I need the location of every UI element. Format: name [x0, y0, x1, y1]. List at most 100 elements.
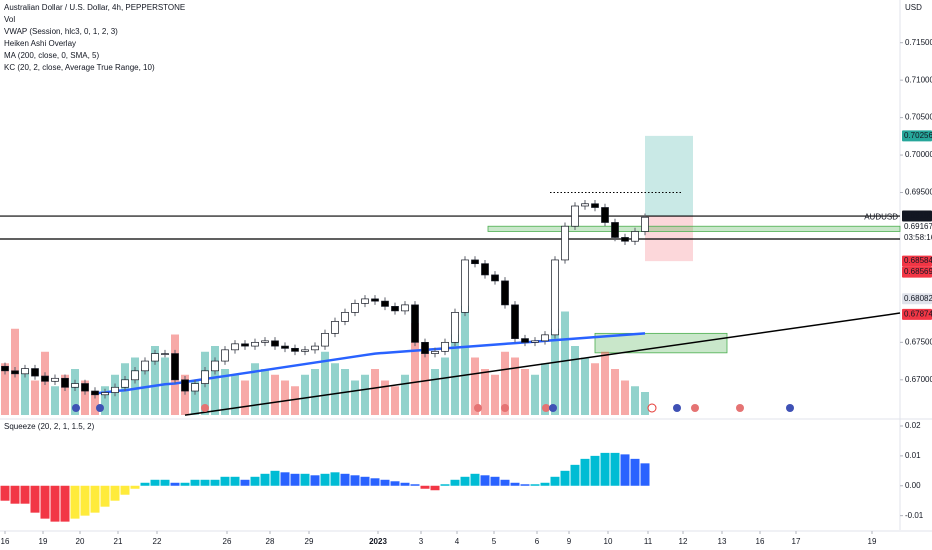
candle-body: [381, 300, 389, 307]
volume-bar: [81, 380, 89, 415]
squeeze-bar: [20, 485, 30, 504]
candle-body: [371, 298, 379, 302]
y-tick-label: 0.67500: [905, 337, 932, 346]
volume-bar: [351, 380, 359, 415]
candle-body: [341, 312, 349, 322]
candle-body: [281, 345, 289, 349]
candle-body: [511, 304, 519, 339]
event-icon: [673, 404, 681, 412]
legend-item: Vol: [4, 15, 15, 24]
candle-body: [581, 203, 589, 207]
event-icon: [72, 404, 80, 412]
squeeze-bar: [560, 470, 570, 486]
squeeze-y-tick-label: 0.02: [905, 421, 921, 430]
plot: 0.71500 0.71000 0.70500 0.70000 0.69500 0.675…: [0, 38, 932, 546]
squeeze-bar: [220, 476, 230, 486]
y-tick-label: 0.67000: [905, 375, 932, 384]
squeeze-bar: [530, 484, 540, 486]
volume-bar: [151, 346, 159, 415]
event-icon: [549, 404, 557, 412]
squeeze-bar: [150, 479, 160, 486]
candle-body: [541, 334, 549, 342]
candle-body: [391, 306, 399, 312]
squeeze-bar: [580, 458, 590, 486]
candle-body: [501, 280, 509, 306]
x-tick-label: 6: [535, 537, 540, 546]
volume-bar: [231, 374, 239, 415]
candle-body: [401, 304, 409, 312]
x-tick-label: 19: [39, 537, 48, 546]
candle-body: [621, 237, 629, 242]
x-tick-label: 3: [419, 537, 424, 546]
squeeze-y-tick-label: 0.01: [905, 451, 921, 460]
squeeze-bar: [210, 479, 220, 486]
candle-body: [11, 370, 19, 375]
volume-bar: [321, 351, 329, 415]
volume-bar: [141, 369, 149, 415]
volume-bar: [411, 323, 419, 415]
candle-body: [481, 263, 489, 276]
candle-body: [291, 347, 299, 352]
squeeze-bar: [430, 485, 440, 491]
price-label-box: [902, 266, 932, 278]
candle-body: [221, 349, 229, 362]
squeeze-bar: [400, 482, 410, 486]
candle-body: [441, 341, 449, 352]
volume-bar: [1, 363, 9, 415]
squeeze-bar: [360, 476, 370, 486]
candle-body: [271, 340, 279, 347]
volume-bar: [51, 386, 59, 415]
volume-bar: [611, 369, 619, 415]
price-label-box: [902, 293, 932, 305]
x-tick-label: 5: [492, 537, 497, 546]
volume-bar: [361, 374, 369, 415]
squeeze-bar: [470, 473, 480, 486]
x-tick-label: 2023: [369, 537, 387, 546]
squeeze-bar: [340, 473, 350, 486]
squeeze-bar: [510, 482, 520, 486]
squeeze-bar: [610, 452, 620, 486]
squeeze-bar: [280, 472, 290, 486]
squeeze-bar: [420, 485, 430, 489]
candle-body: [241, 343, 249, 347]
price-label-box: [902, 210, 932, 222]
squeeze-title: Squeeze (20, 2, 1, 1.5, 2): [4, 422, 95, 431]
y-tick-label: 0.69500: [905, 188, 932, 197]
price-label: 0.68082: [904, 294, 932, 303]
squeeze-bar: [260, 473, 270, 486]
volume-bar: [431, 369, 439, 415]
squeeze-bar: [540, 482, 550, 486]
legend-item: Heiken Ashi Overlay: [4, 39, 76, 48]
legend-item: MA (200, close, 0, SMA, 5): [4, 51, 99, 60]
candle-body: [141, 360, 149, 372]
candle-body: [51, 377, 59, 382]
candle-body: [411, 304, 419, 343]
squeeze-bar: [380, 479, 390, 486]
candle-body: [601, 207, 609, 223]
volume-bar: [511, 357, 519, 415]
candle-body: [31, 368, 39, 377]
x-tick-label: 29: [305, 537, 314, 546]
price-label: 0.68584: [904, 256, 932, 265]
candle-body: [151, 353, 159, 362]
squeeze-bar: [410, 484, 420, 486]
squeeze-bar: [440, 484, 450, 486]
candle-body: [321, 333, 329, 347]
squeeze-bar: [50, 485, 60, 522]
candle-body: [311, 345, 319, 351]
candle-body: [21, 368, 29, 375]
squeeze-bar: [110, 485, 120, 501]
squeeze-bar: [620, 454, 630, 486]
candle-body: [191, 383, 199, 392]
squeeze-y-tick-label: -0.01: [905, 511, 924, 520]
candle-body: [121, 379, 129, 388]
x-tick-label: 16: [1, 537, 10, 546]
y-tick-label: 0.71500: [905, 38, 932, 47]
candle-body: [461, 259, 469, 313]
volume-bar: [281, 380, 289, 415]
squeeze-bar: [500, 479, 510, 486]
price-label-box: [902, 221, 932, 233]
squeeze-bar: [300, 473, 310, 486]
candle-body: [111, 386, 119, 393]
volume-bar: [461, 305, 469, 415]
